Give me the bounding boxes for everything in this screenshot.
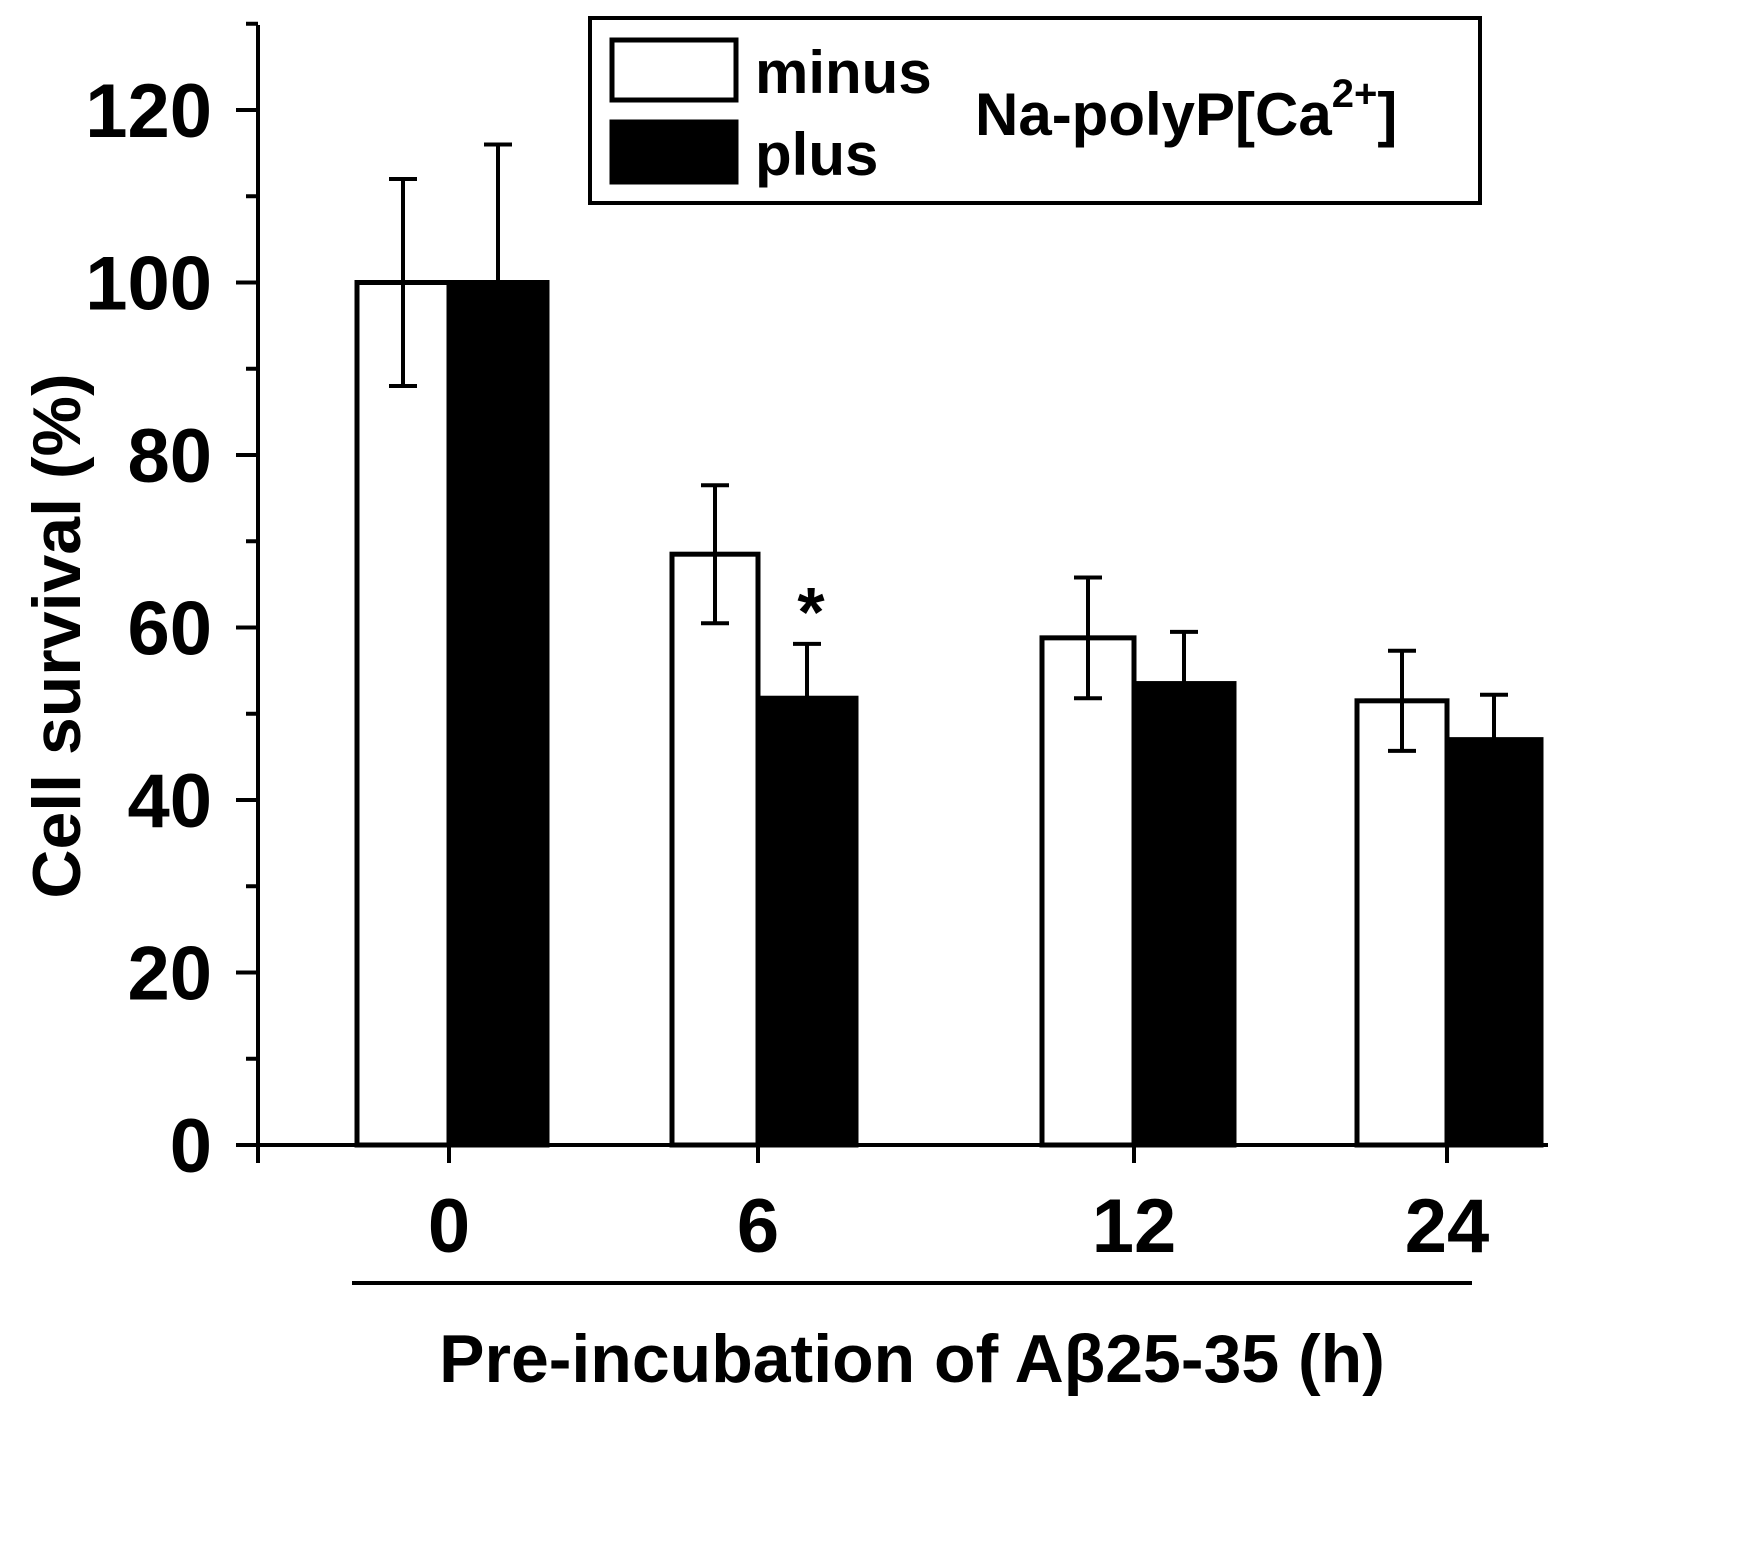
- y-tick-label: 40: [127, 759, 212, 844]
- significance-marker: *: [797, 573, 825, 651]
- bar-minus-0: [354, 280, 452, 1148]
- bar-plus-6: [755, 695, 859, 1148]
- x-axis-title: Pre-incubation of Aβ25-35 (h): [439, 1321, 1385, 1397]
- x-tick-label: 12: [1092, 1184, 1177, 1269]
- bar-minus-24: [1354, 698, 1450, 1148]
- bar-plus-0: [446, 280, 550, 1148]
- y-tick-label: 120: [85, 69, 212, 154]
- legend: minus plus Na-polyP[Ca2+]: [588, 16, 1482, 205]
- bar-plus-12: [1131, 681, 1237, 1148]
- y-tick-label: 0: [170, 1104, 212, 1189]
- legend-swatch-minus: [609, 37, 739, 103]
- legend-title-superscript: 2+: [1332, 72, 1378, 116]
- y-tick-label: 80: [127, 414, 212, 499]
- legend-label-plus: plus: [755, 121, 878, 188]
- legend-title: Na-polyP[Ca2+]: [975, 72, 1397, 148]
- x-tick-label: 24: [1405, 1184, 1490, 1269]
- y-axis-title: Cell survival (%): [19, 373, 95, 898]
- x-tick-label: 0: [428, 1184, 470, 1269]
- legend-swatch-plus: [609, 119, 739, 185]
- y-tick-label: 60: [127, 587, 212, 672]
- legend-label-minus: minus: [755, 39, 932, 106]
- x-tick-label: 6: [737, 1184, 779, 1269]
- y-tick-label: 20: [127, 932, 212, 1017]
- bar-plus-24: [1444, 737, 1544, 1148]
- y-tick-label: 100: [85, 242, 212, 327]
- bar-minus-6: [669, 551, 761, 1148]
- legend-title-suffix: ]: [1377, 81, 1397, 148]
- legend-title-main: Na-polyP[Ca: [975, 81, 1332, 148]
- bar-minus-12: [1039, 635, 1137, 1148]
